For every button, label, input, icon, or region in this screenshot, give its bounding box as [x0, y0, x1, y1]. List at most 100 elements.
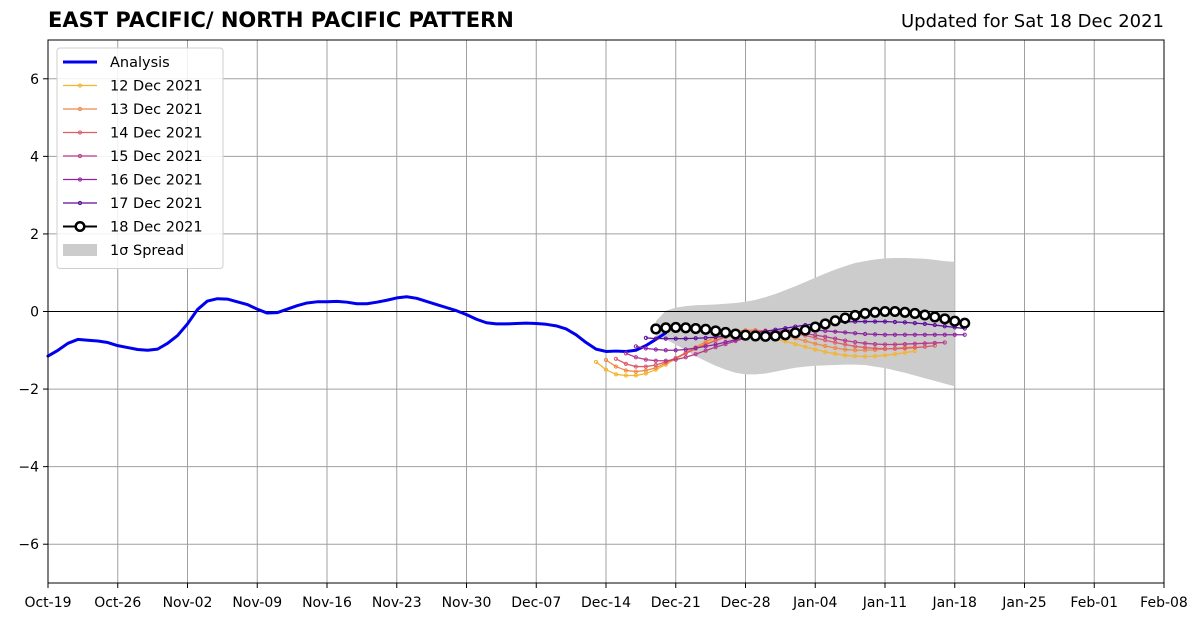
forecast-point — [912, 341, 917, 346]
forecast-point — [889, 305, 901, 318]
forecast-point — [929, 311, 941, 323]
legend-label-analysis: Analysis — [110, 55, 170, 71]
x-tick-label: Jan-04 — [792, 595, 838, 611]
legend-swatch-marker — [77, 200, 83, 206]
forecast-point — [902, 320, 908, 325]
forecast-point — [882, 342, 888, 347]
forecast-point — [939, 313, 951, 325]
legend-label-forecast: 15 Dec 2021 — [110, 149, 203, 165]
x-tick-label: Nov-30 — [442, 595, 492, 611]
forecast-point — [663, 358, 668, 363]
x-tick-label: Jan-11 — [862, 595, 907, 611]
legend-swatch-marker — [77, 83, 83, 88]
forecast-point — [942, 340, 947, 345]
forecast-point — [859, 307, 871, 319]
forecast-point — [799, 324, 811, 336]
legend-label-forecast: 14 Dec 2021 — [110, 126, 203, 142]
forecast-point — [793, 341, 798, 347]
forecast-point — [932, 322, 937, 328]
forecast-series — [593, 305, 971, 378]
forecast-point — [680, 322, 692, 334]
forecast-point — [882, 346, 888, 351]
forecast-point — [633, 355, 638, 360]
forecast-point — [613, 356, 619, 361]
forecast-point — [962, 332, 967, 337]
forecast-point — [853, 331, 858, 336]
legend-swatch-marker — [77, 153, 83, 159]
legend-label-forecast: 16 Dec 2021 — [110, 173, 203, 189]
forecast-point — [882, 353, 888, 358]
forecast-point — [643, 346, 648, 351]
forecast-point — [643, 357, 648, 362]
forecast-point — [872, 346, 878, 351]
spread-area — [655, 257, 955, 387]
forecast-point — [643, 335, 648, 340]
forecast-point — [853, 340, 858, 345]
forecast-point — [849, 309, 861, 321]
y-axis: −6 −4 −2 0 2 4 6 — [18, 72, 48, 553]
forecast-point — [932, 332, 937, 337]
forecast-point — [932, 340, 937, 346]
forecast-point — [683, 347, 688, 352]
analysis-line — [46, 295, 668, 358]
forecast-point — [919, 309, 931, 321]
forecast-point — [673, 348, 678, 353]
forecast-18-dec-2021 — [650, 305, 971, 342]
forecast-point — [869, 306, 881, 318]
forecast-point — [749, 330, 762, 342]
y-tick-label: 0 — [30, 305, 39, 321]
forecast-point — [872, 319, 878, 324]
spread-band — [655, 257, 955, 387]
forecast-point — [623, 373, 629, 378]
forecast-point — [902, 332, 908, 337]
forecast-point — [603, 367, 609, 372]
forecast-point — [653, 347, 658, 352]
forecast-point — [653, 358, 658, 363]
forecast-point — [902, 350, 908, 355]
forecast-point — [892, 332, 898, 337]
forecast-point — [663, 348, 668, 353]
x-tick-label: Jan-18 — [932, 595, 977, 611]
forecast-point — [872, 332, 878, 337]
forecast-point — [872, 354, 878, 359]
x-tick-label: Dec-21 — [651, 595, 701, 611]
y-tick-label: 4 — [30, 149, 39, 165]
forecast-point — [813, 333, 818, 338]
legend-label-forecast: 18 Dec 2021 — [110, 220, 203, 236]
forecast-point — [833, 345, 838, 351]
forecast-point — [683, 336, 688, 341]
forecast-point — [872, 341, 878, 347]
forecast-point — [912, 321, 917, 326]
forecast-point — [909, 307, 921, 319]
forecast-point — [879, 305, 891, 318]
x-tick-label: Feb-01 — [1070, 595, 1118, 611]
forecast-point — [853, 344, 858, 349]
forecast-point — [670, 321, 682, 333]
x-axis: Oct-19 Oct-26 Nov-02 Nov-09 Nov-16 Nov-23 Nov-… — [24, 583, 1188, 611]
forecast-point — [690, 323, 702, 335]
forecast-point — [843, 347, 848, 352]
x-tick-label: Jan-25 — [1001, 595, 1046, 611]
forecast-point — [683, 355, 688, 360]
forecast-point — [673, 336, 678, 341]
forecast-point — [693, 352, 698, 357]
legend-swatch-marker — [77, 130, 83, 135]
forecast-point — [942, 324, 947, 329]
forecast-point — [959, 317, 971, 329]
forecast-point — [813, 347, 818, 352]
forecast-point — [833, 329, 838, 334]
y-tick-label: 2 — [30, 227, 39, 243]
forecast-point — [703, 335, 708, 340]
forecast-point — [713, 342, 718, 347]
forecast-point — [902, 341, 908, 347]
x-tick-label: Dec-28 — [721, 595, 771, 611]
x-tick-label: Feb-08 — [1140, 595, 1188, 611]
forecast-point — [912, 345, 917, 350]
x-tick-label: Nov-16 — [302, 595, 352, 611]
forecast-point — [660, 322, 672, 334]
forecast-point — [843, 342, 848, 347]
forecast-point — [819, 318, 831, 330]
legend-box — [56, 47, 224, 269]
forecast-point — [833, 340, 838, 345]
